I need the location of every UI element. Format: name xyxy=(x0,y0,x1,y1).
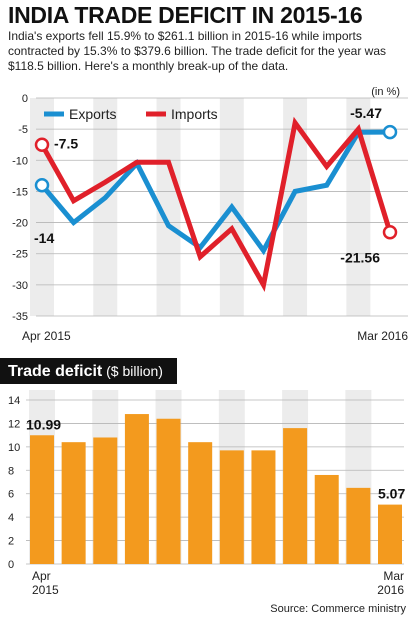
bar xyxy=(219,450,244,564)
endpoint-marker xyxy=(382,124,398,140)
y-tick-label: -15 xyxy=(12,186,28,198)
bar-chart-title: Trade deficit ($ billion) xyxy=(0,358,177,384)
y-tick-label: -20 xyxy=(12,218,28,230)
bar xyxy=(30,435,54,564)
y-tick-label: 6 xyxy=(8,489,14,501)
x-tick-label: Apr xyxy=(32,569,51,583)
bar xyxy=(93,437,118,564)
y-tick-label: -5 xyxy=(18,124,28,136)
endpoint-marker xyxy=(34,177,50,193)
bar xyxy=(283,428,308,564)
source-note: Source: Commerce ministry xyxy=(270,603,406,615)
x-tick-label: Mar 2016 xyxy=(357,329,408,343)
x-tick-label: Mar xyxy=(383,569,404,583)
data-label: 5.07 xyxy=(378,486,405,502)
y-tick-label: 10 xyxy=(8,442,20,454)
background-band xyxy=(30,98,54,316)
legend-label-exports: Exports xyxy=(69,106,116,122)
data-label: -7.5 xyxy=(54,136,78,152)
data-label: -21.56 xyxy=(340,249,380,265)
line-chart: 0 -5 -10 -15 -20 -25 -30 -35 Exports Imports -7.5 -… xyxy=(12,93,408,343)
bar xyxy=(378,504,402,564)
bar-chart-title-unit: ($ billion) xyxy=(102,363,163,379)
y-tick-label: 0 xyxy=(8,559,14,571)
bar xyxy=(61,442,86,564)
y-tick-label: -10 xyxy=(12,155,28,167)
y-tick-label: -30 xyxy=(12,280,28,292)
series-line-imports xyxy=(39,116,393,293)
series-line-exports xyxy=(40,129,391,256)
bar-chart-title-main: Trade deficit xyxy=(8,363,103,380)
page-title: INDIA TRADE DEFICIT IN 2015-16 xyxy=(8,2,363,28)
y-tick-label: 4 xyxy=(8,512,14,524)
y-tick-label: 14 xyxy=(8,395,20,407)
data-label: -5.47 xyxy=(350,105,382,121)
legend-label-imports: Imports xyxy=(171,106,218,122)
endpoint-marker xyxy=(34,137,50,152)
x-tick-label: 2015 xyxy=(32,583,59,597)
data-label: 10.99 xyxy=(26,416,61,432)
endpoint-marker xyxy=(382,225,398,240)
y-tick-label: 2 xyxy=(8,536,14,548)
y-tick-label: 0 xyxy=(22,93,28,105)
data-label: -14 xyxy=(34,230,54,246)
y-tick-label: -25 xyxy=(12,249,28,261)
bar xyxy=(188,442,213,564)
bar xyxy=(346,487,371,564)
line-chart-unit: (in %) xyxy=(371,86,400,98)
bar xyxy=(314,474,339,564)
legend: Exports Imports xyxy=(44,106,218,122)
bar xyxy=(251,450,276,564)
x-tick-label: 2016 xyxy=(377,583,404,597)
y-tick-label: -35 xyxy=(12,311,28,323)
y-tick-label: 12 xyxy=(8,418,20,430)
y-tick-label: 8 xyxy=(8,465,14,477)
page-subtitle: India's exports fell 15.9% to $261.1 bil… xyxy=(8,29,386,73)
x-tick-label: Apr 2015 xyxy=(22,329,71,343)
bar xyxy=(124,414,149,564)
bar xyxy=(156,418,181,564)
